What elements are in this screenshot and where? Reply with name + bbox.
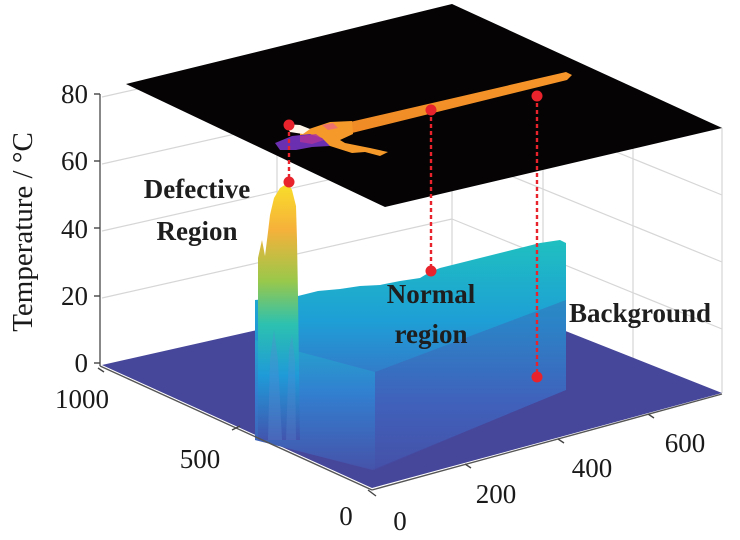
marker-normal-top bbox=[425, 104, 437, 116]
x-tick-200: 200 bbox=[476, 479, 517, 509]
x-tick-400: 400 bbox=[572, 453, 613, 483]
y-tick-500: 500 bbox=[180, 444, 221, 474]
axes-lines bbox=[94, 93, 723, 497]
marker-background-top bbox=[531, 90, 543, 102]
y-tick-1000: 1000 bbox=[55, 384, 109, 414]
annotation-background: Background bbox=[569, 298, 711, 328]
marker-defective-top bbox=[283, 119, 295, 131]
annotation-normal-line2: region bbox=[395, 319, 468, 349]
surface-specimen bbox=[255, 183, 566, 470]
z-tick-60: 60 bbox=[61, 146, 88, 176]
z-tick-40: 40 bbox=[61, 214, 88, 244]
y-tick-0: 0 bbox=[339, 501, 353, 531]
thermal-image-plane bbox=[126, 4, 722, 207]
marker-background-floor bbox=[531, 371, 543, 383]
annotations: Defective Region Normal region Backgroun… bbox=[144, 174, 711, 349]
specimen-rod-thermal bbox=[350, 72, 572, 133]
marker-normal-surface bbox=[425, 265, 437, 277]
z-tick-20: 20 bbox=[61, 281, 88, 311]
annotation-defective-line2: Region bbox=[157, 216, 238, 246]
z-tick-0: 0 bbox=[75, 348, 89, 378]
annotation-defective-line1: Defective bbox=[144, 174, 250, 204]
z-tick-80: 80 bbox=[61, 79, 88, 109]
x-tick-600: 600 bbox=[665, 428, 706, 458]
x-tick-labels: 0 200 400 600 bbox=[393, 428, 705, 536]
y-tick-labels: 1000 500 0 bbox=[55, 384, 353, 531]
z-tick-labels: 80 60 40 20 0 bbox=[61, 79, 88, 378]
marker-defective-surface bbox=[283, 176, 295, 188]
x-tick-0: 0 bbox=[393, 506, 407, 536]
region-markers bbox=[283, 90, 543, 383]
z-axis-title: Temperature / °C bbox=[7, 132, 39, 332]
annotation-normal-line1: Normal bbox=[387, 279, 476, 309]
